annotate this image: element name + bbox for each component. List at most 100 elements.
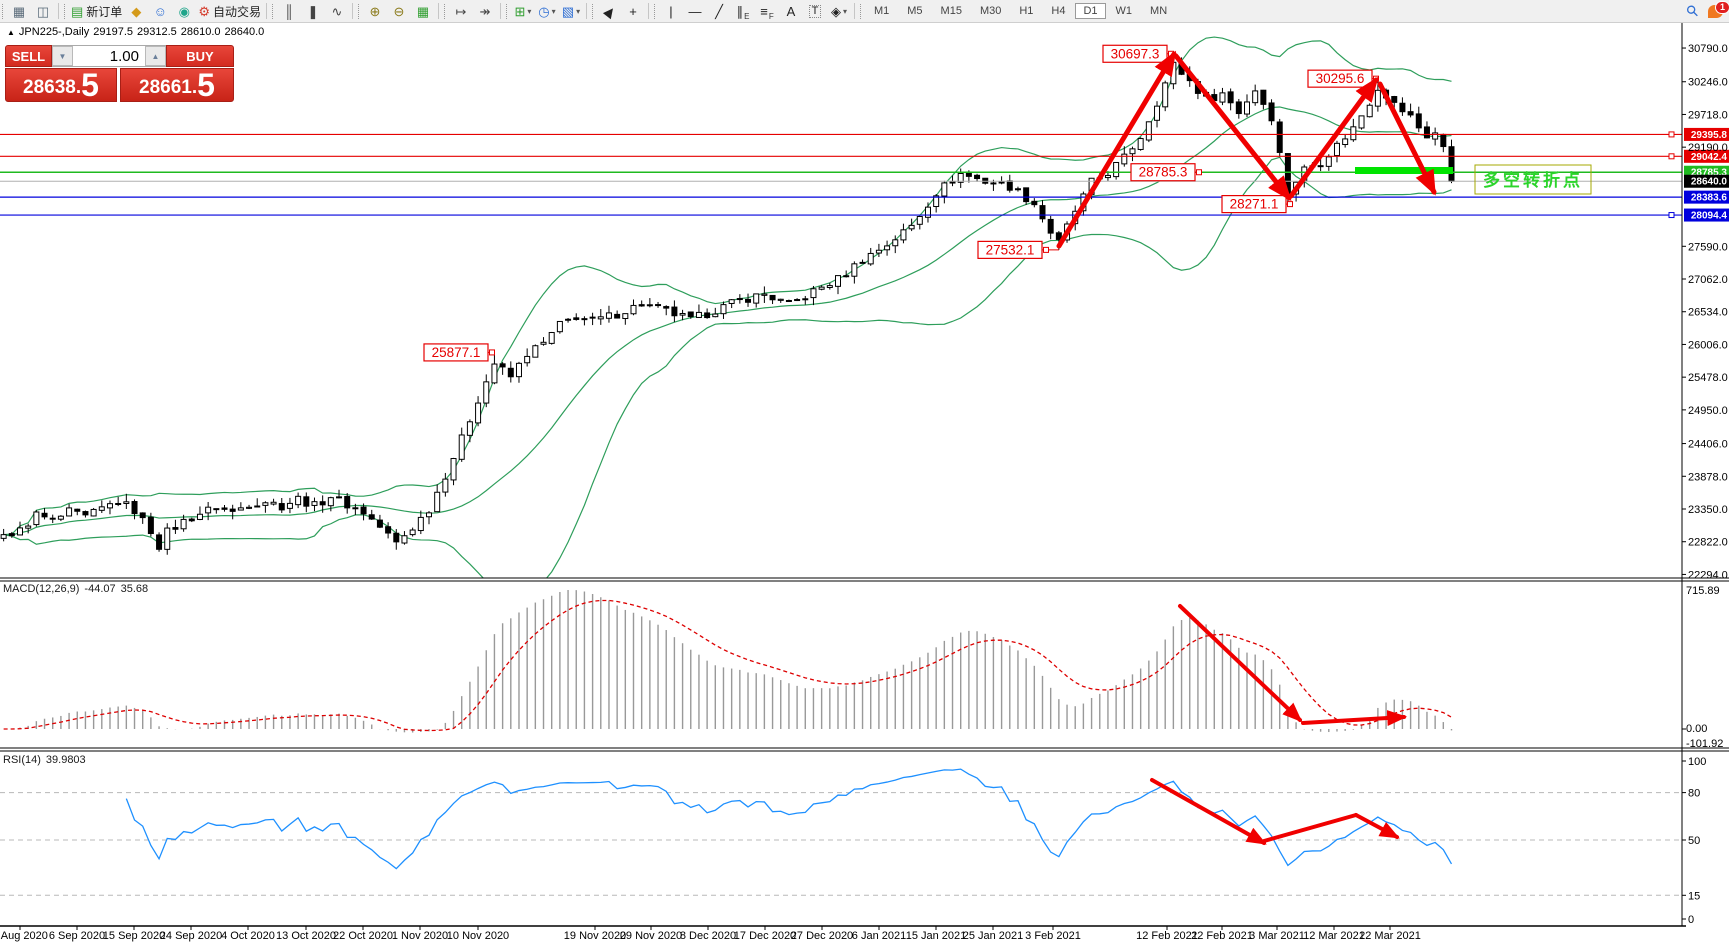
autotrading-icon: ⚙ [198,3,210,19]
svg-text:30295.6: 30295.6 [1316,71,1365,86]
timeframe-h1-button[interactable]: H1 [1019,5,1034,17]
buy-price[interactable]: 28661. 5 [120,68,234,102]
vertical-line-button[interactable]: | [659,1,683,21]
market-button[interactable]: ◆ [124,1,148,21]
shapes-button[interactable]: ◈ ▾ [827,1,851,21]
svg-text:28785.3: 28785.3 [1139,165,1188,180]
text-label-button[interactable]: T [803,1,827,21]
price-annotation-25877.1[interactable]: 25877.1 [423,343,495,362]
signals-icon: ◉ [178,3,190,19]
timeframe-h4-button[interactable]: H4 [1051,5,1066,17]
chart-shift-icon: ↦ [455,3,467,19]
text-button[interactable]: A [779,1,803,21]
volume-decrease-button[interactable]: ▼ [52,46,73,66]
bollinger-bands [3,36,1452,578]
svg-text:29718.0: 29718.0 [1688,109,1728,121]
price-annotation-28785.3[interactable]: 28785.3 [1130,163,1202,182]
shapes-dropdown-icon[interactable]: ▾ [842,6,847,16]
svg-text:12 Mar 2021: 12 Mar 2021 [1303,930,1365,942]
indicators-dropdown-icon[interactable]: ▾ [527,6,532,16]
timeframe-m15-button[interactable]: M15 [940,5,962,17]
horizontal-line-button[interactable]: — [683,1,707,21]
price-annotation-30697.3[interactable]: 30697.3 [1102,44,1174,63]
price-trend-arrow-1[interactable] [1056,50,1177,249]
svg-text:7 Aug 2020: 7 Aug 2020 [0,930,48,942]
note-annotation[interactable]: 多空转折点 [1474,164,1592,195]
autotrading-button[interactable]: ⚙ 自动交易 [196,1,263,21]
candlestick-chart-button[interactable]: ❚ [301,1,325,21]
templates-dropdown-icon[interactable]: ▾ [576,6,581,16]
indicators-button[interactable]: ⊞ ▾ [511,1,535,21]
price-trend-arrow-3[interactable] [1288,76,1379,199]
sell-price[interactable]: 28638. 5 [5,68,117,102]
buy-price-main: 28661. [139,77,198,99]
svg-text:4 Oct 2020: 4 Oct 2020 [221,930,275,942]
trend-line-button[interactable]: ╱ [707,1,731,21]
rsi-indicator-label: RSI(14) 39.9803 [3,754,91,766]
search-icon[interactable]: ⚲ [1682,1,1703,22]
panel-collapse-icon[interactable]: ▲ [7,28,15,37]
zoom-out-button[interactable]: ⊖ [387,1,411,21]
buy-price-big-digit: 5 [197,67,215,104]
svg-text:27062.0: 27062.0 [1688,274,1728,286]
zoom-in-button[interactable]: ⊕ [363,1,387,21]
ohlc-low: 28610.0 [180,26,221,38]
svg-text:3 Feb 2021: 3 Feb 2021 [1025,930,1081,942]
auto-scroll-button[interactable]: ↠ [473,1,497,21]
buy-button[interactable]: BUY [166,45,234,67]
periods-icon: ◷ [538,3,550,19]
fibonacci-subscript: F [768,12,774,21]
price-annotation-27532.1[interactable]: 27532.1 [977,240,1059,259]
new-order-button[interactable]: ▤ 新订单 [69,1,124,21]
svg-text:19 Nov 2020: 19 Nov 2020 [564,930,626,942]
bar-chart-button[interactable]: ║ [277,1,301,21]
community-button[interactable]: ☺ [148,1,172,21]
periods-dropdown-icon[interactable]: ▾ [551,6,556,16]
volume-input[interactable]: 1.00 [109,47,139,65]
crosshair-button[interactable]: + [621,1,645,21]
timeframe-m5-button[interactable]: M5 [907,5,923,17]
sell-button[interactable]: SELL [5,45,52,67]
equidistant-channel-button[interactable]: ∥ E [731,1,755,22]
volume-increase-button[interactable]: ▲ [145,46,166,66]
chart-preview-button[interactable]: ◫ [31,1,55,21]
periods-button[interactable]: ◷ ▾ [535,1,559,21]
price-trend-arrow-4[interactable] [1377,81,1437,196]
cursor-button[interactable]: ▶ [597,1,621,21]
timeframe-m30-button[interactable]: M30 [979,5,1002,17]
auto-scroll-icon: ↠ [479,3,491,19]
timeframe-w1-button[interactable]: W1 [1115,5,1133,17]
templates-button[interactable]: ▧ ▾ [559,1,583,21]
rsi-trend-arrow-3[interactable] [1354,813,1400,839]
macd-pane [3,590,1453,733]
chart-shift-button[interactable]: ↦ [449,1,473,21]
line-chart-button[interactable]: ∿ [325,1,349,21]
new-chart-button[interactable]: ▦ [7,1,31,21]
rsi-trend-arrow-2[interactable] [1262,813,1358,843]
svg-text:27 Dec 2020: 27 Dec 2020 [791,930,853,942]
price-annotation-30295.6[interactable]: 30295.6 [1307,69,1379,88]
new-chart-icon: ▦ [12,3,26,19]
macd-trend-arrow-2[interactable] [1301,710,1408,726]
timeframe-mn-button[interactable]: MN [1150,5,1168,17]
macd-trend-arrow-1[interactable] [1178,604,1303,723]
tile-windows-icon: ▦ [416,3,430,19]
notifications-icon[interactable]: 1 [1708,0,1729,18]
price-annotation-28271.1[interactable]: 28271.1 [1221,194,1293,214]
rsi-trend-arrow-1[interactable] [1150,778,1267,845]
timeframe-m1-button[interactable]: M1 [873,5,890,17]
signals-button[interactable]: ◉ [172,1,196,21]
price-trend-arrow-2[interactable] [1173,53,1292,202]
new-order-label: 新订单 [86,4,123,19]
svg-text:23350.0: 23350.0 [1688,504,1728,516]
timeframe-d1-button[interactable]: D1 [1075,3,1106,19]
tile-windows-button[interactable]: ▦ [411,1,435,21]
fibonacci-button[interactable]: ≡ F [755,1,779,22]
svg-text:6 Jan 2021: 6 Jan 2021 [852,930,906,942]
support-highlight-bar[interactable] [1355,167,1453,174]
svg-text:0: 0 [1688,914,1694,926]
svg-text:多空转折点: 多空转折点 [1483,170,1583,190]
